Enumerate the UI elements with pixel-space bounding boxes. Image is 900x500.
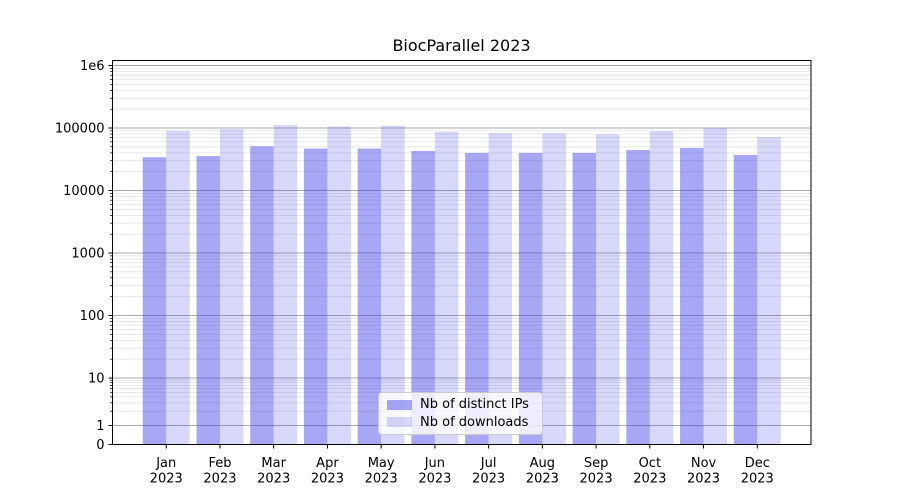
x-tick-year-feb: 2023 (203, 472, 236, 487)
tick-labels-group: 01101001000100001000001e6Jan2023Feb2023M… (55, 59, 774, 487)
bar-distinct-ips-jan (142, 157, 167, 445)
bar-downloads-jun (434, 131, 459, 445)
x-tick-label-jun: Jun (424, 456, 445, 471)
bar-downloads-apr (327, 126, 351, 445)
bars-group (142, 124, 781, 445)
x-tick-label-aug: Aug (530, 456, 555, 471)
bar-downloads-jul (488, 133, 513, 445)
bar-downloads-feb (219, 129, 244, 445)
legend: Nb of distinct IPs Nb of downloads (378, 392, 543, 435)
y-tick-label-10: 10 (88, 372, 105, 387)
bar-downloads-may (381, 125, 405, 445)
y-tick-label-1: 1 (96, 419, 104, 434)
legend-swatch-downloads (387, 417, 412, 428)
y-tick-label-100: 100 (80, 309, 105, 324)
legend-item-downloads: Nb of downloads (387, 415, 534, 430)
bar-downloads-mar (273, 124, 298, 445)
bar-downloads-dec (757, 136, 781, 445)
x-tick-label-jan: Jan (155, 456, 176, 471)
x-tick-label-oct: Oct (639, 456, 661, 471)
legend-label-downloads: Nb of downloads (420, 414, 529, 430)
x-tick-year-apr: 2023 (311, 472, 344, 487)
x-tick-year-jul: 2023 (472, 472, 505, 487)
x-tick-year-jun: 2023 (418, 472, 451, 487)
bar-distinct-ips-mar (250, 146, 274, 445)
chart-title: BiocParallel 2023 (392, 36, 531, 55)
x-tick-label-may: May (368, 456, 395, 471)
x-tick-year-jan: 2023 (150, 472, 183, 487)
y-tick-label-1e6: 1e6 (80, 59, 105, 74)
x-tick-year-mar: 2023 (257, 472, 290, 487)
x-tick-year-aug: 2023 (526, 472, 559, 487)
x-tick-label-sep: Sep (584, 456, 609, 471)
bar-distinct-ips-jun (411, 150, 435, 445)
legend-item-distinct-ips: Nb of distinct IPs (387, 397, 534, 412)
x-tick-year-may: 2023 (365, 472, 398, 487)
bar-downloads-oct (649, 131, 674, 445)
bar-distinct-ips-jul (465, 152, 489, 445)
x-tick-year-dec: 2023 (741, 472, 774, 487)
bar-distinct-ips-may (357, 148, 382, 445)
x-tick-label-nov: Nov (691, 456, 717, 471)
x-tick-label-feb: Feb (208, 456, 231, 471)
y-tick-label-10000: 10000 (63, 184, 104, 199)
bar-downloads-nov (703, 128, 728, 445)
y-tick-label-1000: 1000 (71, 247, 104, 262)
bar-distinct-ips-aug (518, 152, 543, 445)
x-tick-year-sep: 2023 (580, 472, 613, 487)
x-tick-label-jul: Jul (480, 456, 497, 471)
grid-major (112, 65, 811, 426)
bar-downloads-sep (596, 134, 620, 445)
bar-distinct-ips-sep (572, 152, 597, 445)
bar-distinct-ips-oct (626, 149, 650, 445)
bar-distinct-ips-apr (303, 148, 328, 445)
legend-label-distinct-ips: Nb of distinct IPs (420, 397, 529, 413)
x-tick-label-mar: Mar (261, 456, 286, 471)
x-tick-year-oct: 2023 (633, 472, 666, 487)
y-tick-label-100000: 100000 (55, 122, 105, 137)
x-tick-label-dec: Dec (745, 456, 770, 471)
legend-swatch-distinct-ips (387, 399, 412, 410)
x-tick-label-apr: Apr (316, 456, 339, 471)
bar-distinct-ips-feb (196, 156, 220, 445)
bar-downloads-jan (166, 130, 190, 445)
bar-downloads-aug (542, 133, 566, 445)
y-tick-label-0: 0 (96, 438, 104, 453)
bar-distinct-ips-dec (733, 154, 758, 445)
bar-distinct-ips-nov (680, 147, 704, 445)
ticks-group (108, 65, 758, 449)
x-tick-year-nov: 2023 (687, 472, 720, 487)
